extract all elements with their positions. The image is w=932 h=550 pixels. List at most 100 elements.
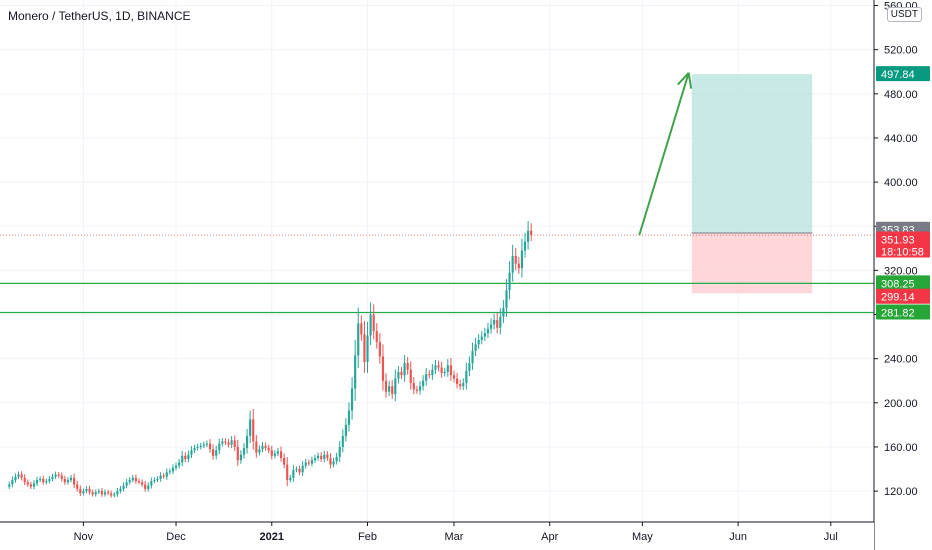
candle-body-89 — [283, 457, 286, 465]
candle-body-6 — [26, 482, 29, 485]
candle-body-28 — [94, 492, 97, 495]
candle-body-154 — [483, 333, 486, 337]
candle-body-127 — [400, 371, 403, 376]
candle-body-5 — [23, 477, 26, 483]
candle-body-142 — [446, 365, 449, 372]
candle-body-49 — [159, 475, 162, 479]
time-axis-bg — [0, 522, 874, 550]
last-price-tag-countdown: 18:10:58 — [881, 247, 924, 259]
candle-body-128 — [403, 363, 406, 376]
candle-body-132 — [415, 389, 419, 391]
candle-body-104 — [329, 457, 332, 465]
candle-body-164 — [514, 256, 517, 264]
time-tick-label-5: Apr — [541, 531, 558, 543]
time-tick-label-8: Jul — [824, 531, 838, 543]
chart-title: Monero / TetherUS, 1D, BINANCE — [8, 9, 191, 23]
candle-body-51 — [165, 472, 168, 477]
candle-body-153 — [480, 336, 483, 340]
candle-body-4 — [20, 474, 23, 478]
price-tick-label-2: 200.00 — [884, 398, 918, 410]
candle-body-115 — [363, 334, 366, 362]
candle-body-136 — [428, 374, 431, 376]
candle-body-168 — [527, 230, 530, 242]
candle-body-57 — [184, 455, 187, 460]
candle-body-17 — [60, 475, 63, 479]
lower-level-tag-bg — [876, 304, 930, 320]
candle-body-103 — [326, 454, 329, 458]
risk-reward-zones[interactable] — [691, 74, 813, 294]
candle-body-43 — [140, 482, 144, 485]
candle-body-152 — [477, 339, 480, 345]
time-tick-label-1: Dec — [166, 531, 186, 543]
candle-body-46 — [150, 481, 153, 486]
candle-body-41 — [134, 477, 137, 482]
currency-unit-badge[interactable]: USDT — [886, 7, 922, 22]
candle-body-87 — [276, 451, 280, 454]
candle-body-130 — [409, 369, 412, 383]
candle-body-31 — [103, 492, 107, 495]
time-tick-label-6: May — [632, 531, 653, 543]
candle-body-3 — [17, 474, 20, 477]
price-axis[interactable]: 120.00160.00200.00240.00280.00320.00360.… — [873, 0, 932, 550]
candle-body-74 — [236, 446, 239, 461]
candle-body-65 — [208, 443, 212, 450]
candle-body-63 — [202, 444, 205, 446]
candle-body-143 — [449, 365, 452, 376]
candle-body-96 — [304, 462, 307, 466]
candle-body-50 — [162, 475, 165, 477]
candle-body-106 — [335, 456, 338, 462]
price-tick-label-7: 400.00 — [884, 177, 918, 189]
candle-body-7 — [29, 484, 32, 487]
candle-body-118 — [372, 314, 375, 332]
candle-body-40 — [131, 477, 134, 481]
candle-body-107 — [338, 446, 341, 457]
candle-body-125 — [394, 378, 397, 394]
candle-body-135 — [425, 374, 428, 381]
candle-body-165 — [517, 263, 520, 269]
candle-body-55 — [178, 462, 181, 466]
candle-body-27 — [91, 492, 94, 495]
candle-body-166 — [520, 250, 524, 269]
candle-body-86 — [273, 453, 276, 456]
candle-body-35 — [116, 491, 119, 495]
candle-body-113 — [357, 323, 360, 356]
candle-body-0 — [8, 484, 11, 487]
candle-body-157 — [493, 320, 496, 325]
candle-body-38 — [125, 482, 128, 486]
candle-body-169 — [530, 230, 533, 236]
candle-body-79 — [252, 419, 255, 442]
candle-body-147 — [462, 382, 465, 387]
candle-body-161 — [505, 290, 508, 308]
lower-level-tag-label: 281.82 — [881, 308, 915, 320]
candle-body-110 — [347, 410, 351, 425]
stop-price-tag-label: 299.14 — [881, 292, 915, 304]
horizontal-levels[interactable] — [0, 234, 874, 314]
candle-body-140 — [440, 367, 443, 374]
candle-body-2 — [14, 476, 17, 481]
profit-zone — [691, 74, 813, 234]
price-tags: 497.84353.83351.9318:10:58308.25299.1428… — [876, 66, 930, 320]
candle-body-149 — [468, 363, 471, 371]
candle-body-100 — [317, 455, 320, 458]
time-axis[interactable]: Nov Dec 2021 Feb Mar Apr May Jun Jul — [0, 521, 874, 550]
candle-body-137 — [431, 369, 434, 376]
candle-body-108 — [341, 435, 344, 447]
candle-body-97 — [307, 462, 310, 464]
candle-body-80 — [255, 441, 258, 453]
candle-body-122 — [384, 380, 388, 392]
candle-body-34 — [113, 494, 116, 496]
price-tick-label-5: 320.00 — [884, 265, 918, 277]
candle-body-45 — [147, 485, 150, 489]
candle-body-39 — [128, 480, 131, 483]
upper-level-tag-label: 308.25 — [881, 278, 915, 290]
candle-body-13 — [48, 478, 51, 482]
time-tick-label-0: Nov — [74, 531, 94, 543]
target-price-tag-label: 497.84 — [881, 69, 915, 81]
candle-body-145 — [455, 378, 459, 385]
candle-body-30 — [100, 491, 103, 495]
candle-body-99 — [313, 457, 317, 461]
projection-arrow[interactable] — [638, 72, 693, 236]
candle-body-10 — [39, 478, 42, 481]
candle-body-58 — [187, 454, 190, 460]
